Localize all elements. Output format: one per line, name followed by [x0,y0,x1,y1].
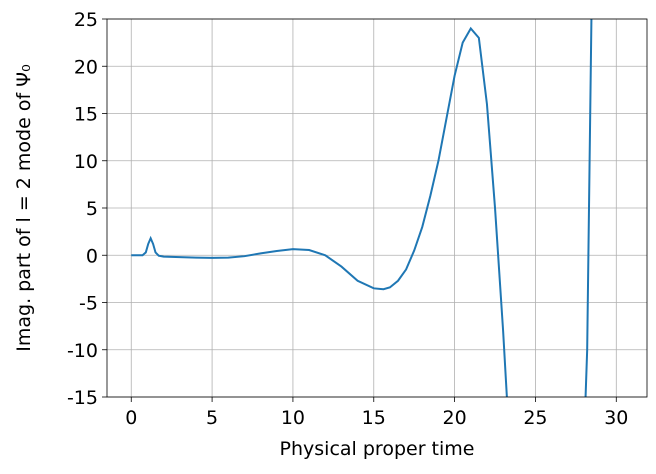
x-tick-label: 30 [604,407,628,429]
x-tick-label: 0 [125,407,137,429]
y-tick-label: 0 [86,245,98,267]
y-tick-label: 10 [74,151,98,173]
x-tick-label: 25 [523,407,547,429]
y-tick-label: -10 [67,340,98,362]
x-tick-label: 20 [443,407,467,429]
y-axis-label: Imag. part of l = 2 mode of Ψ₀ [13,64,35,352]
data-line [131,19,593,397]
x-axis-label: Physical proper time [280,438,475,460]
x-tick-label: 15 [362,407,386,429]
y-tick-label: 15 [74,104,98,126]
x-tick-label: 10 [281,407,305,429]
y-tick-label: 5 [86,198,98,220]
x-tick-label: 5 [206,407,218,429]
y-tick-label: -5 [79,293,98,315]
y-tick-label: -15 [67,387,98,409]
y-tick-label: 25 [74,9,98,31]
y-tick-label: 20 [74,56,98,78]
